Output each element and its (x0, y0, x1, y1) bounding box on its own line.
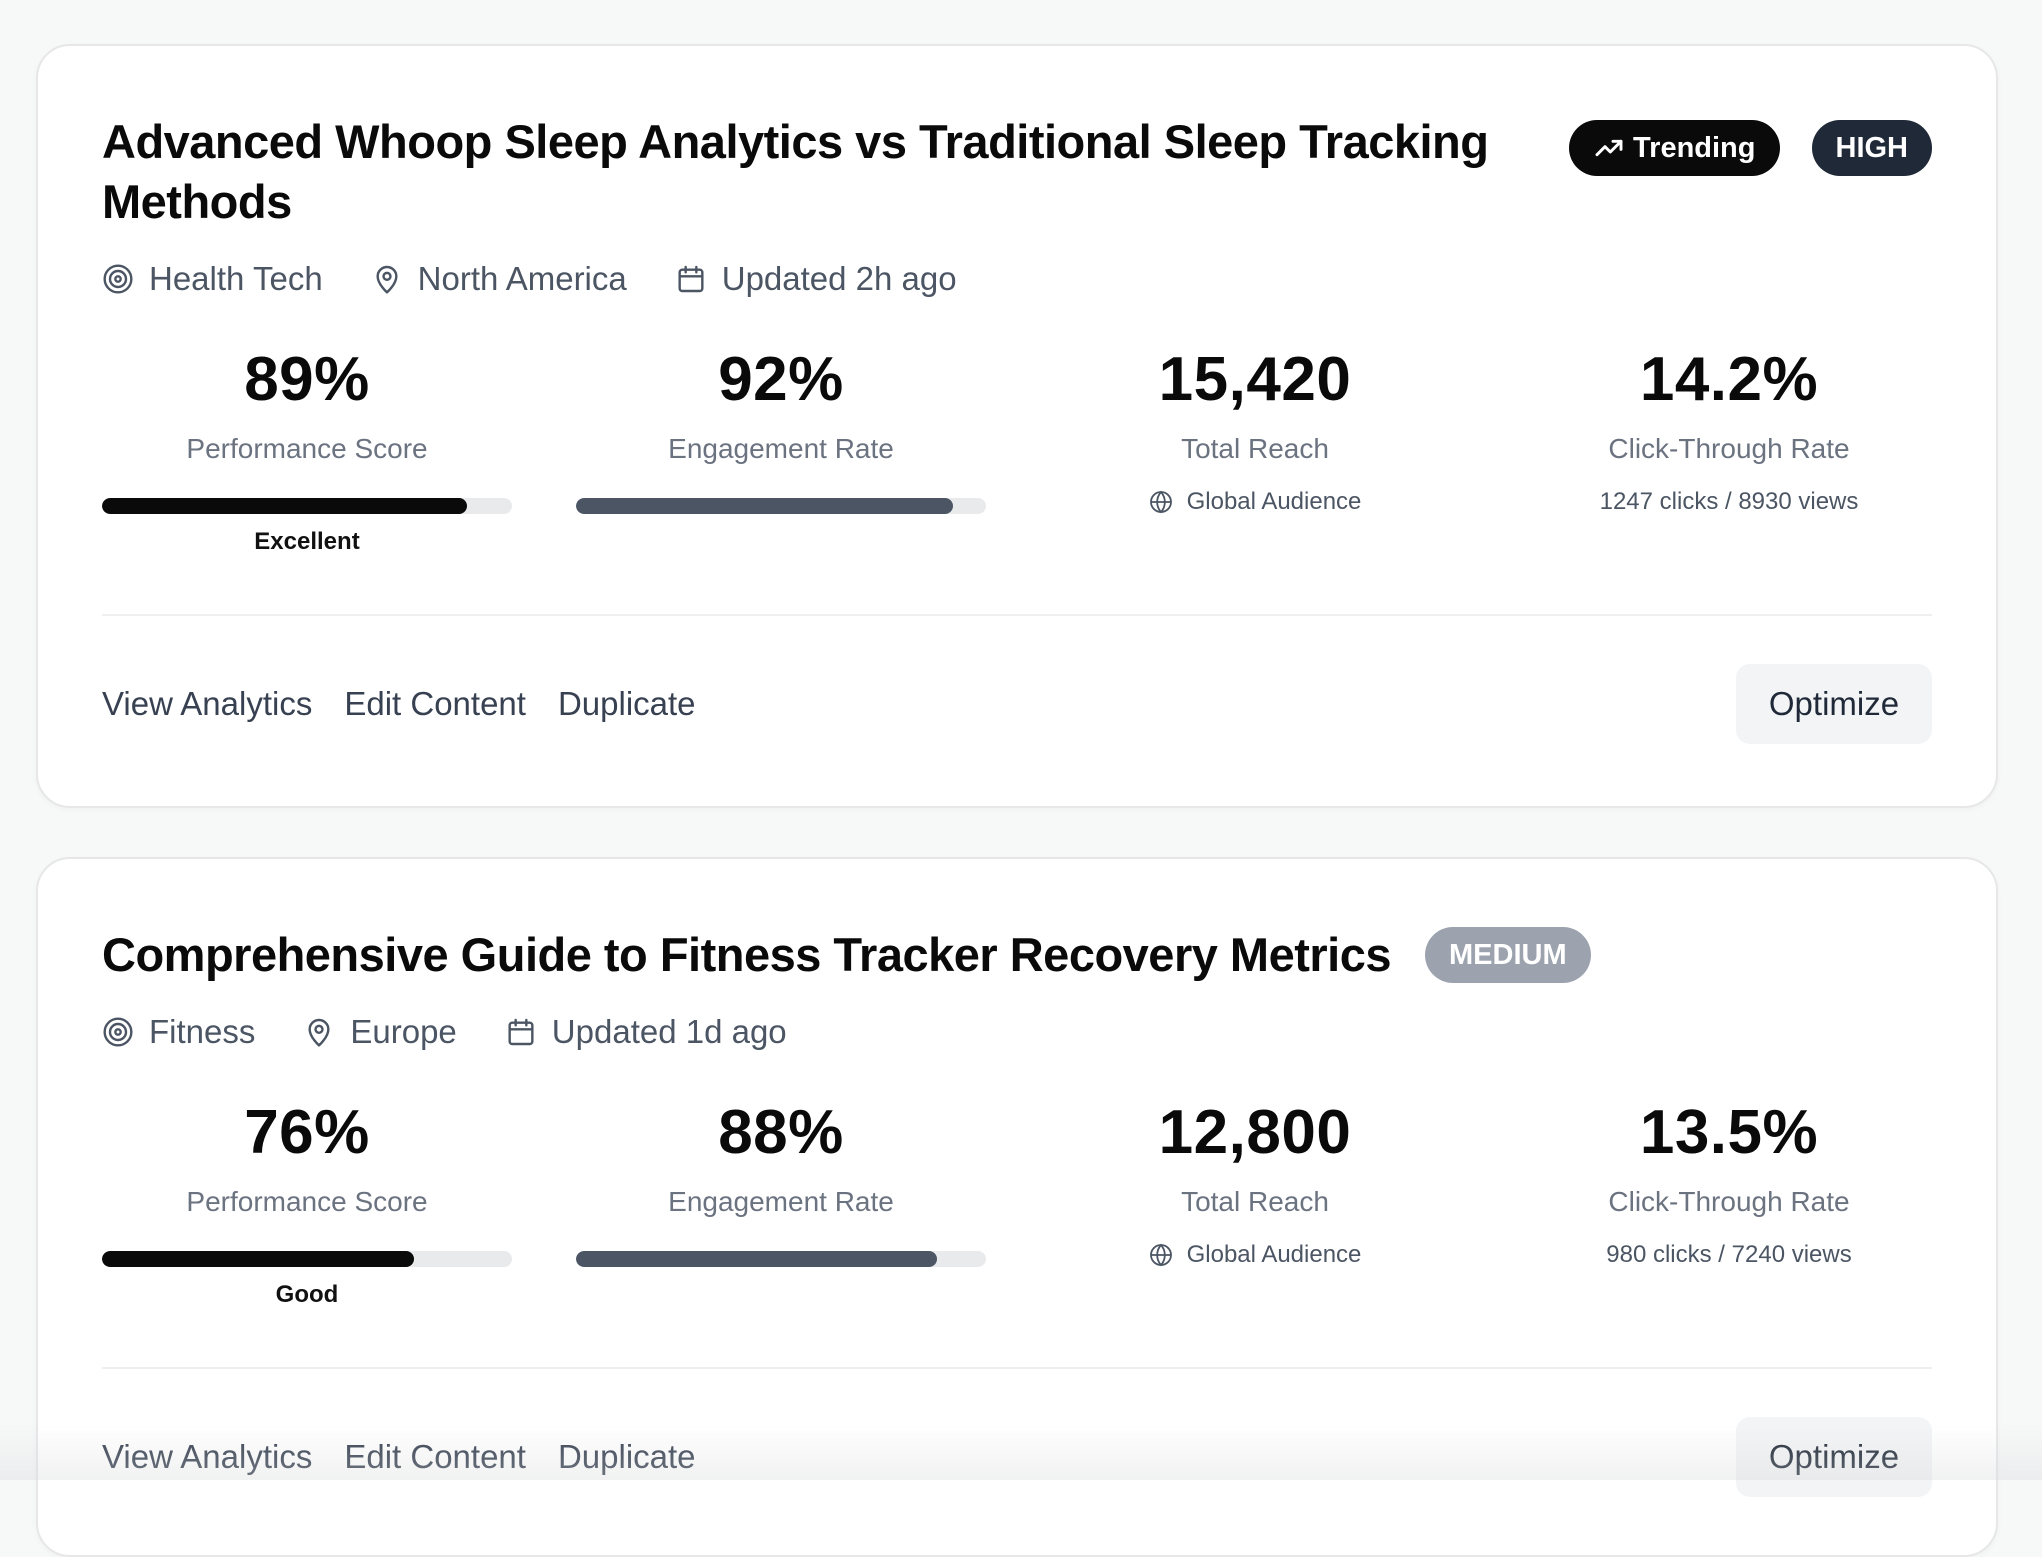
category-meta: Health Tech (102, 260, 323, 298)
performance-bar-fill (102, 1251, 414, 1267)
region-meta: Europe (303, 1013, 456, 1051)
reach-label: Total Reach (1050, 1185, 1460, 1219)
ctr-sub: 980 clicks / 7240 views (1524, 1241, 1934, 1269)
category-label: Fitness (149, 1013, 255, 1051)
performance-caption: Good (102, 1281, 512, 1309)
engagement-label: Engagement Rate (576, 432, 986, 466)
calendar-icon (675, 263, 707, 295)
trending-up-icon (1593, 132, 1625, 164)
reach-sub-label: Global Audience (1187, 1241, 1362, 1269)
ctr-metric: 13.5% Click-Through Rate 980 clicks / 72… (1524, 1095, 1934, 1309)
edit-content-button[interactable]: Edit Content (344, 1438, 526, 1476)
ctr-value: 14.2% (1524, 342, 1934, 418)
meta-row: Fitness Europe Updated 1d ago (102, 1013, 787, 1051)
engagement-bar-fill (576, 498, 953, 514)
card-title: Advanced Whoop Sleep Analytics vs Tradit… (102, 112, 1532, 232)
engagement-bar-fill (576, 1251, 937, 1267)
engagement-metric: 92% Engagement Rate (576, 342, 986, 556)
reach-metric: 12,800 Total Reach Global Audience (1050, 1095, 1460, 1309)
engagement-bar (576, 498, 986, 514)
calendar-icon (505, 1016, 537, 1048)
performance-metric: 76% Performance Score Good (102, 1095, 512, 1309)
ctr-label: Click-Through Rate (1524, 1185, 1934, 1219)
metrics-row: 76% Performance Score Good 88% Engagemen… (102, 1095, 1934, 1309)
engagement-bar (576, 1251, 986, 1267)
category-label: Health Tech (149, 260, 323, 298)
view-analytics-button[interactable]: View Analytics (102, 1438, 312, 1476)
target-icon (102, 1016, 134, 1048)
actions-row: View Analytics Edit Content Duplicate Op… (102, 664, 1932, 744)
priority-badge: HIGH (1812, 120, 1933, 176)
engagement-value: 88% (576, 1095, 986, 1171)
region-meta: North America (371, 260, 627, 298)
ctr-value: 13.5% (1524, 1095, 1934, 1171)
badge-group: MEDIUM (1425, 927, 1591, 983)
trending-badge: Trending (1569, 120, 1779, 176)
duplicate-button[interactable]: Duplicate (558, 1438, 696, 1476)
engagement-metric: 88% Engagement Rate (576, 1095, 986, 1309)
performance-label: Performance Score (102, 1185, 512, 1219)
ctr-metric: 14.2% Click-Through Rate 1247 clicks / 8… (1524, 342, 1934, 556)
engagement-value: 92% (576, 342, 986, 418)
duplicate-button[interactable]: Duplicate (558, 685, 696, 723)
map-pin-icon (303, 1016, 335, 1048)
reach-sub: Global Audience (1050, 1241, 1460, 1269)
card-header: Comprehensive Guide to Fitness Tracker R… (102, 925, 1932, 985)
performance-bar (102, 1251, 512, 1267)
region-label: North America (418, 260, 627, 298)
target-icon (102, 263, 134, 295)
globe-icon (1149, 490, 1173, 514)
card-title: Comprehensive Guide to Fitness Tracker R… (102, 925, 1391, 985)
engagement-label: Engagement Rate (576, 1185, 986, 1219)
performance-label: Performance Score (102, 432, 512, 466)
content-card: Advanced Whoop Sleep Analytics vs Tradit… (36, 44, 1998, 808)
reach-value: 12,800 (1050, 1095, 1460, 1171)
divider (102, 1367, 1932, 1369)
performance-value: 89% (102, 342, 512, 418)
performance-metric: 89% Performance Score Excellent (102, 342, 512, 556)
actions-row: View Analytics Edit Content Duplicate Op… (102, 1417, 1932, 1497)
performance-bar (102, 498, 512, 514)
reach-label: Total Reach (1050, 432, 1460, 466)
updated-label: Updated 1d ago (552, 1013, 787, 1051)
trending-label: Trending (1633, 132, 1755, 165)
ctr-sub: 1247 clicks / 8930 views (1524, 488, 1934, 516)
map-pin-icon (371, 263, 403, 295)
updated-label: Updated 2h ago (722, 260, 957, 298)
card-header: Advanced Whoop Sleep Analytics vs Tradit… (102, 112, 1932, 232)
globe-icon (1149, 1243, 1173, 1267)
priority-badge: MEDIUM (1425, 927, 1591, 983)
performance-bar-fill (102, 498, 467, 514)
optimize-button[interactable]: Optimize (1736, 664, 1932, 744)
reach-sub: Global Audience (1050, 488, 1460, 516)
updated-meta: Updated 1d ago (505, 1013, 787, 1051)
performance-value: 76% (102, 1095, 512, 1171)
metrics-row: 89% Performance Score Excellent 92% Enga… (102, 342, 1934, 556)
ctr-label: Click-Through Rate (1524, 432, 1934, 466)
badge-group: Trending HIGH (1569, 112, 1932, 176)
performance-caption: Excellent (102, 528, 512, 556)
edit-content-button[interactable]: Edit Content (344, 685, 526, 723)
reach-sub-label: Global Audience (1187, 488, 1362, 516)
content-card: Comprehensive Guide to Fitness Tracker R… (36, 857, 1998, 1557)
updated-meta: Updated 2h ago (675, 260, 957, 298)
reach-metric: 15,420 Total Reach Global Audience (1050, 342, 1460, 556)
divider (102, 614, 1932, 616)
view-analytics-button[interactable]: View Analytics (102, 685, 312, 723)
region-label: Europe (350, 1013, 456, 1051)
meta-row: Health Tech North America Updated 2h ago (102, 260, 957, 298)
category-meta: Fitness (102, 1013, 255, 1051)
optimize-button[interactable]: Optimize (1736, 1417, 1932, 1497)
reach-value: 15,420 (1050, 342, 1460, 418)
